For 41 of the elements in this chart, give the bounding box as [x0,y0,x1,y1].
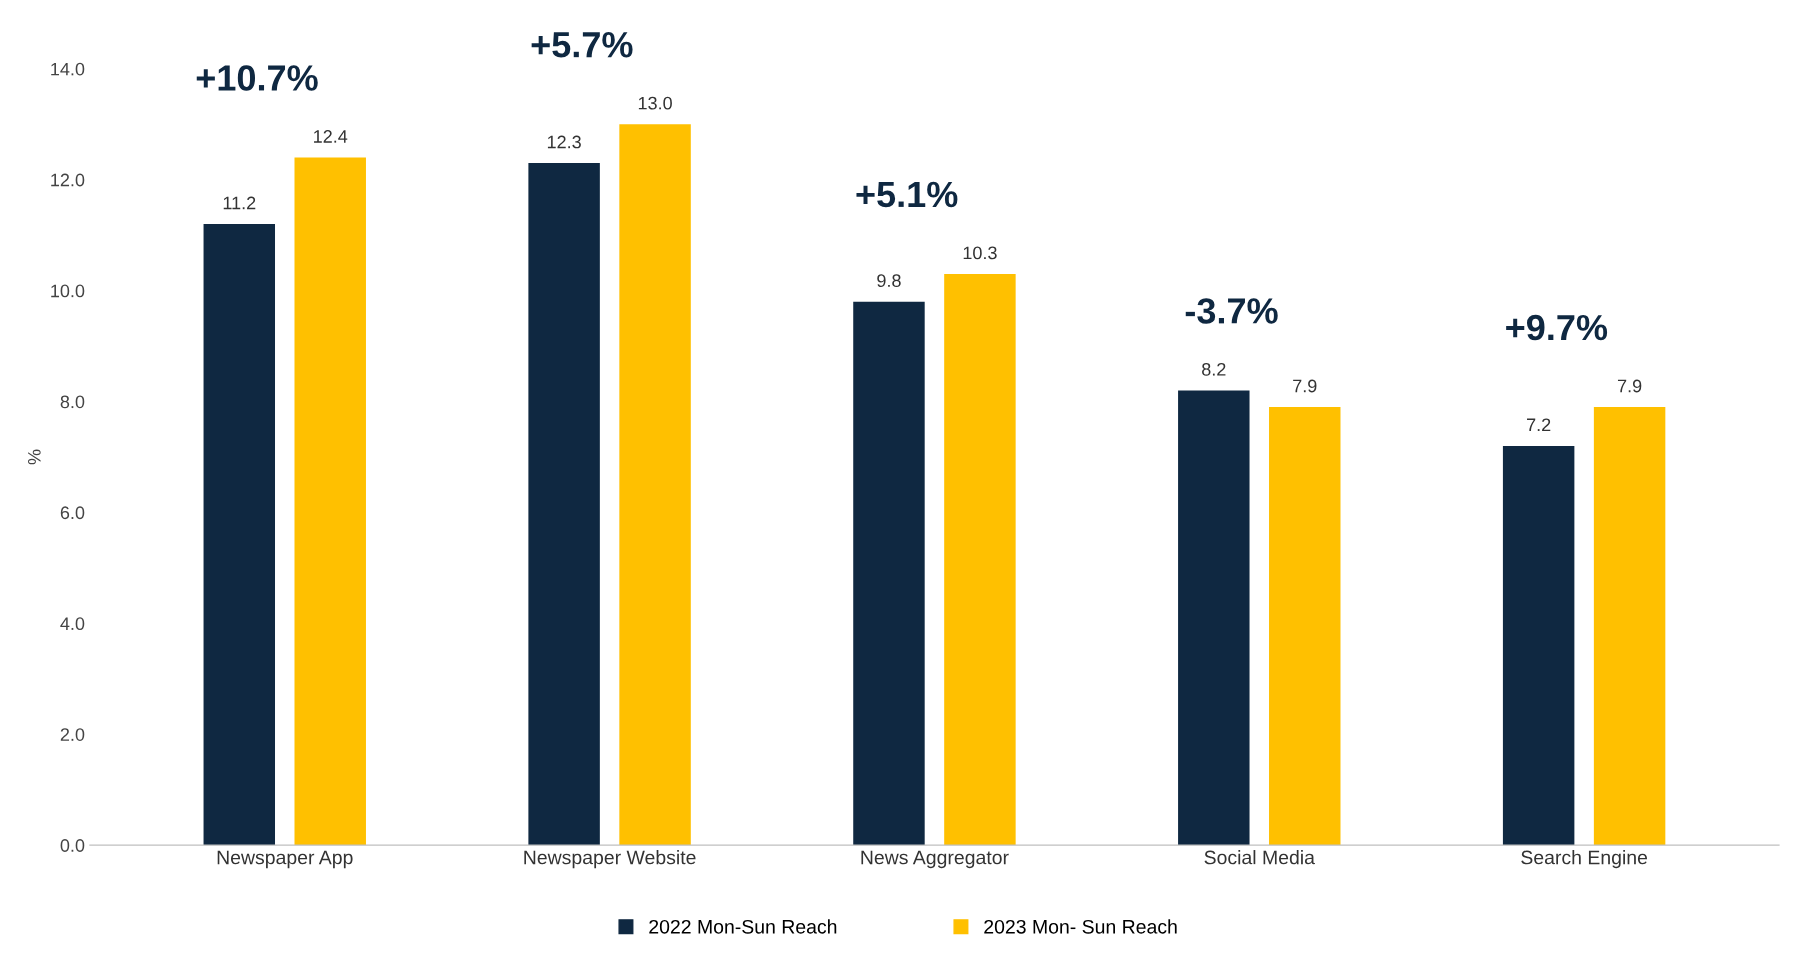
y-tick-label: 10.0 [51,284,85,298]
legend-label: 2023 Mon- Sun Reach [984,919,1177,934]
bar [528,163,600,846]
data-label: 7.9 [1293,379,1317,393]
y-tick-label: 6.0 [60,506,85,520]
bar [203,224,276,846]
bar [619,124,691,846]
y-tick-label: 14.0 [51,62,85,76]
x-tick-label: Newspaper App [217,850,353,869]
data-label: 12.4 [314,130,348,143]
x-tick-label: Newspaper Website [524,850,696,869]
bar [1502,445,1575,846]
data-label: 10.3 [963,246,997,260]
data-label: 7.2 [1527,418,1551,432]
data-label: 13.0 [638,96,672,110]
x-tick-label: News Aggregator [861,850,1009,869]
data-label: 8.2 [1202,362,1226,376]
y-tick-label: 12.0 [51,173,85,187]
bar [944,273,1016,846]
y-axis-title: % [28,449,41,465]
data-label: 12.3 [547,135,581,149]
y-tick-label: 0.0 [60,839,85,852]
data-label: 11.2 [223,196,256,210]
y-tick-label: 8.0 [60,395,85,409]
text: +5.7% [531,32,633,58]
x-tick-label: Search Engine [1521,850,1648,869]
annotation: -3.7% [1185,298,1278,324]
bar [1269,407,1341,846]
annotation: +10.7% [196,65,318,91]
data-label: 7.9 [1617,379,1642,393]
bar [294,157,366,846]
bar [1178,390,1250,846]
data-label: 9.8 [877,274,901,287]
y-tick-label: 2.0 [60,728,85,741]
bar [1593,407,1666,846]
legend-label: 2022 Mon-Sun Reach [649,919,837,934]
annotation: +9.7% [1506,314,1608,341]
bar [853,301,925,846]
y-tick-label: 4.0 [60,617,85,631]
annotation: +5.1% [856,181,958,208]
x-tick-label: Social Media [1204,850,1315,865]
